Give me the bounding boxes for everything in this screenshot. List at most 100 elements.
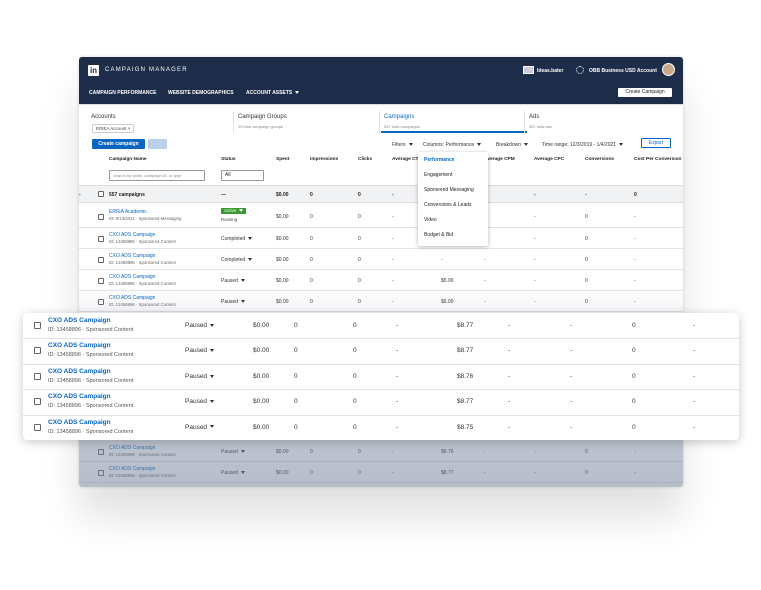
nav-link[interactable]: WEBSITE DEMOGRAPHICS [168,90,234,96]
tab-title[interactable]: Campaign Groups [238,114,287,120]
column-header[interactable]: Conversions [585,157,615,162]
status[interactable]: Completed [221,257,252,263]
cell: 0 [353,347,357,355]
status[interactable]: Paused [185,347,214,354]
cell: 0 [353,372,357,380]
status[interactable]: Paused [185,322,214,329]
nav-link[interactable]: ACCOUNT ASSETS [246,90,299,96]
status-badge: Active [221,208,247,214]
cell: 0 [310,235,313,242]
cell: 0 [294,372,298,380]
column-header[interactable]: Average CPM [484,157,515,162]
table-row [79,228,683,249]
campaign-name[interactable]: ERIEA Academic [109,209,147,215]
cell: $8.75 [457,423,474,431]
campaign-name[interactable]: CXO ADS Campaign [48,317,111,324]
toolbar-time-range[interactable]: Time range: 12/3/2019 - 1/4/2021 [542,142,623,148]
status-select[interactable]: All [221,170,264,181]
cell: - [392,213,394,220]
user-icon [523,66,534,74]
checkbox[interactable] [98,213,104,220]
campaign-name[interactable]: CXO ADS Campaign [109,253,156,259]
checkbox[interactable] [98,256,104,263]
checkbox[interactable] [34,423,41,431]
tab-title[interactable]: Accounts [91,114,116,120]
checkbox[interactable] [98,191,104,197]
cell: - [396,372,399,380]
cell: - [534,213,536,220]
campaign-name[interactable]: CXO ADS Campaign [48,367,111,375]
cell: $0.00 [276,256,289,263]
settings-icon[interactable] [576,66,584,74]
column-header[interactable]: Impressions [310,157,339,162]
campaign-name[interactable]: CXO ADS Campaign [109,232,156,238]
menu-item[interactable]: Engagement [424,172,453,178]
checkbox[interactable] [98,235,104,242]
cell: - [634,256,636,263]
tab-title[interactable]: Ads [529,114,540,120]
cell: 0 [353,322,357,329]
status[interactable]: Paused [185,398,214,405]
column-header[interactable]: Average CPC [534,157,565,162]
toolbar-columns[interactable]: Columns: Performance [423,142,481,148]
tab-separator [233,111,234,133]
create-campaign-button[interactable]: Create Campaign [618,88,672,97]
summary-cell: 0 [358,192,361,198]
column-header[interactable]: Clicks [358,157,373,162]
toolbar-breakdown[interactable]: Breakdown [496,142,528,148]
tab-title[interactable]: Campaigns [384,114,415,120]
summary-cell: — [221,192,226,198]
row-divider [23,414,739,416]
checkbox[interactable] [98,277,104,284]
column-header[interactable]: Cost Per Conversion [634,157,682,162]
search-input[interactable]: Search by name, campaign ID, or type [109,170,205,181]
column-header[interactable]: Average CTR [392,157,422,162]
campaign-name[interactable]: CXO ADS Campaign [109,274,156,280]
checkbox[interactable] [34,372,41,380]
logo: in [88,65,99,76]
campaign-name[interactable]: CXO ADS Campaign [48,393,111,401]
checkbox[interactable] [34,398,41,406]
checkbox[interactable] [34,322,41,329]
tab-separator [379,111,380,133]
nav-link[interactable]: CAMPAIGN PERFORMANCE [89,90,157,96]
status[interactable]: Completed [221,236,252,242]
cell: - [396,347,399,355]
create-button[interactable]: Create campaign [92,139,145,149]
campaign-name[interactable]: CXO ADS Campaign [48,342,111,350]
campaign-id: ID: 13458896 · Sponsored Content [48,377,134,384]
status[interactable]: Paused [185,424,214,431]
export-button[interactable]: Export [641,138,671,148]
account-name[interactable]: OBB Business USD Account [589,68,657,74]
top-bar: in CAMPAIGN MANAGER Ideas.bater OBB Busi… [79,57,683,104]
column-header[interactable]: Status [221,157,236,162]
user-name[interactable]: Ideas.bater [537,68,564,74]
cell: 0 [585,256,588,263]
menu-item[interactable]: Budget & Bid [424,232,454,238]
cell: 0 [632,322,636,329]
status[interactable]: Paused [185,373,214,380]
checkbox[interactable] [34,347,41,355]
cell: - [392,256,394,263]
tab-subtitle: 557 total ads [529,124,552,129]
table-row [79,249,683,270]
campaign-id: ID: 9/13/2021 · Sponsored Messaging [109,216,182,221]
campaign-name[interactable]: CXO ADS Campaign [48,418,111,426]
menu-item[interactable]: Performance [424,157,455,163]
cell: - [693,398,696,406]
column-header[interactable]: Spent [276,157,290,162]
tab-separator [524,111,525,133]
column-header[interactable]: Campaign Name [109,157,147,162]
account-chip[interactable]: ERIEA Account × [92,124,135,133]
status[interactable]: Paused [221,278,245,284]
menu-item[interactable]: Sponsored Messaging [424,187,474,193]
avatar[interactable] [662,63,675,76]
toolbar-filters[interactable]: Filters [392,142,413,148]
cell: - [534,277,536,284]
menu-item[interactable]: Video [424,217,437,223]
cell: $8.76 [457,372,474,380]
cell: $0.00 [253,398,270,406]
cell: - [634,235,636,242]
menu-item[interactable]: Conversions & Leads [424,202,472,208]
row-divider [23,338,739,340]
